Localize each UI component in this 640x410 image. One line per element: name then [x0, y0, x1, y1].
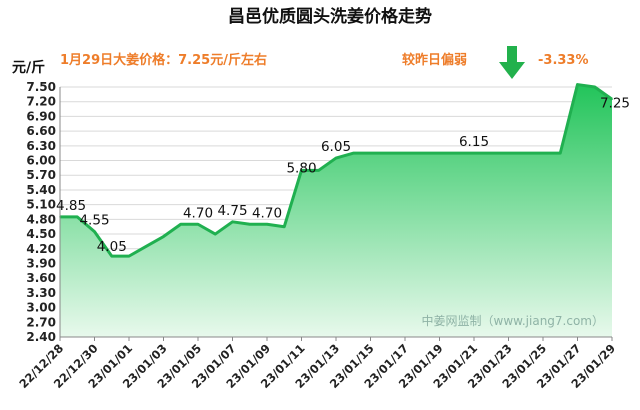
- data-point: [283, 225, 286, 228]
- data-point: [128, 255, 130, 257]
- y-tick-label: 6.00: [26, 154, 56, 168]
- data-point: [593, 86, 596, 88]
- data-point: [248, 223, 251, 226]
- y-axis: 2.402.703.003.303.603.904.204.504.805.10…: [26, 80, 61, 344]
- data-point: [145, 245, 148, 248]
- y-tick-label: 5.40: [26, 183, 56, 197]
- y-axis-unit: 元/斤: [12, 59, 45, 76]
- y-tick-label: 2.70: [26, 315, 56, 329]
- data-point: [317, 169, 320, 172]
- data-point: [352, 152, 355, 154]
- x-axis: 22/12/2822/12/3023/01/0123/01/0323/01/05…: [16, 336, 618, 391]
- data-labels: 4.854.554.054.70 4.75 4.705.806.05 6.157.25: [56, 95, 630, 255]
- data-point: [76, 216, 79, 218]
- data-point: [576, 83, 579, 86]
- data-label: 6.15: [459, 134, 489, 150]
- data-point: [404, 152, 406, 154]
- watermark: 中姜网监制（www.jiang7.com）: [422, 313, 604, 328]
- data-point: [300, 169, 303, 172]
- change-value: -3.33%: [538, 53, 589, 68]
- data-label: 7.25: [600, 95, 630, 111]
- y-tick-label: 4.20: [26, 242, 56, 256]
- y-tick-label: 5.10: [26, 198, 56, 212]
- y-tick-label: 5.70: [26, 168, 56, 182]
- y-tick-label: 4.50: [26, 227, 56, 241]
- price-note: 1月29日大姜价格：7.25元/斤左右: [60, 52, 267, 68]
- y-tick-label: 3.00: [26, 301, 56, 315]
- y-tick-label: 6.30: [26, 139, 56, 153]
- y-tick-label: 3.30: [26, 286, 56, 300]
- data-point: [507, 152, 510, 154]
- data-label: 6.05: [321, 139, 351, 155]
- data-point: [455, 152, 458, 154]
- data-point: [266, 223, 268, 226]
- plot-area: [59, 83, 613, 337]
- data-point: [231, 221, 234, 223]
- data-point: [524, 152, 527, 154]
- data-point: [438, 152, 441, 154]
- data-label: 4.55: [79, 213, 109, 229]
- data-label: 4.85: [56, 198, 86, 214]
- data-point: [473, 152, 475, 154]
- y-tick-label: 7.50: [26, 80, 56, 94]
- series-area: [60, 84, 612, 337]
- y-tick-label: 3.90: [26, 256, 56, 270]
- data-point: [369, 152, 372, 154]
- data-point: [421, 152, 424, 154]
- data-label: 4.70: [183, 205, 213, 221]
- chart-title: 昌邑优质圆头洗姜价格走势: [228, 6, 432, 27]
- down-arrow-icon: [499, 46, 525, 79]
- data-point: [386, 152, 389, 154]
- data-label: 5.80: [286, 160, 316, 176]
- y-tick-label: 7.20: [26, 95, 56, 109]
- data-point: [490, 152, 493, 154]
- data-point: [162, 235, 165, 238]
- data-label: 4.70: [252, 205, 282, 221]
- compare-text: 较昨日偏弱: [402, 52, 467, 68]
- data-point: [335, 157, 337, 159]
- y-tick-label: 6.60: [26, 124, 56, 138]
- data-point: [110, 255, 113, 257]
- data-point: [611, 98, 613, 101]
- data-label: 4.05: [97, 239, 127, 255]
- y-tick-label: 6.90: [26, 109, 56, 123]
- data-point: [179, 223, 182, 226]
- y-tick-label: 3.60: [26, 271, 56, 285]
- data-label: 4.75: [217, 203, 247, 219]
- data-point: [542, 152, 544, 154]
- y-tick-label: 4.80: [26, 212, 56, 226]
- data-point: [559, 152, 562, 154]
- data-point: [197, 223, 199, 226]
- y-tick-label: 2.40: [26, 330, 56, 344]
- data-point: [93, 230, 96, 233]
- data-point: [214, 233, 217, 235]
